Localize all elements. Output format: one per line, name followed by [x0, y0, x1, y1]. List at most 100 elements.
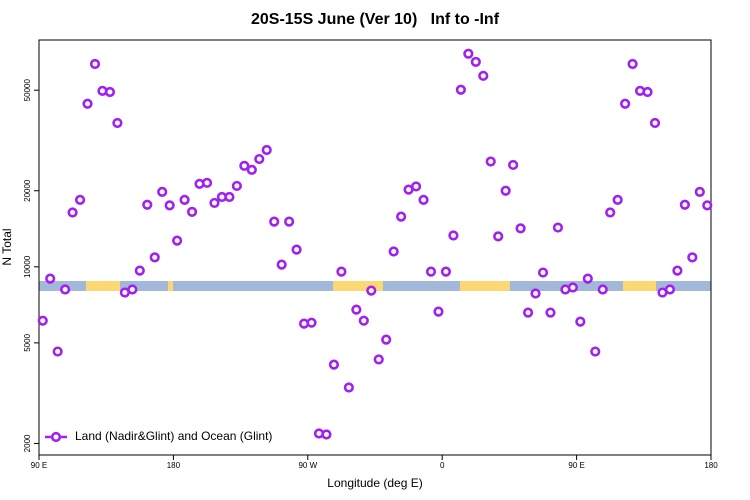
point — [590, 346, 601, 357]
point — [74, 194, 86, 206]
point — [82, 98, 93, 109]
y-tick-label: 5000 — [23, 333, 32, 351]
point — [470, 56, 481, 68]
point — [664, 284, 676, 295]
point — [433, 306, 444, 317]
point — [597, 284, 608, 295]
point — [142, 199, 153, 210]
point — [246, 164, 257, 175]
legend-item: Land (Nadir&Glint) and Ocean (Glint) — [45, 429, 272, 443]
point — [328, 359, 340, 370]
point — [567, 282, 578, 293]
point — [463, 48, 474, 59]
point — [134, 265, 145, 276]
point — [545, 307, 556, 318]
point — [52, 346, 63, 357]
x-tick-label: 90 W — [298, 461, 317, 470]
point — [478, 70, 489, 81]
point — [60, 284, 71, 295]
point — [620, 98, 631, 109]
point — [605, 207, 616, 218]
point — [425, 266, 437, 277]
point — [284, 216, 295, 227]
point — [687, 252, 698, 263]
y-tick-label: 2000 — [23, 434, 32, 452]
point — [89, 58, 101, 70]
point — [336, 266, 347, 277]
point — [291, 244, 302, 255]
land-patch — [168, 281, 173, 291]
land-patch — [623, 281, 656, 291]
point — [582, 273, 593, 284]
point — [254, 153, 265, 165]
point — [396, 211, 407, 222]
point — [575, 316, 586, 327]
point — [694, 186, 705, 197]
point — [381, 334, 392, 345]
plot-frame — [38, 39, 712, 456]
legend-label: Land (Nadir&Glint) and Ocean (Glint) — [75, 429, 272, 443]
point — [537, 267, 549, 278]
x-tick-label: 0 — [440, 461, 445, 470]
point — [358, 315, 369, 326]
point — [522, 307, 534, 318]
y-tick-label: 10000 — [23, 255, 32, 278]
point — [515, 223, 526, 234]
y-tick-label: 50000 — [23, 79, 32, 102]
point — [455, 84, 466, 95]
point — [366, 285, 377, 296]
point — [186, 206, 198, 217]
point — [172, 235, 183, 246]
point — [649, 117, 661, 129]
point — [149, 252, 160, 263]
point — [500, 185, 511, 196]
point — [179, 194, 190, 206]
point — [261, 144, 272, 156]
point — [37, 315, 48, 326]
point — [410, 181, 422, 192]
point — [201, 177, 213, 188]
point — [157, 186, 168, 197]
point — [164, 200, 175, 211]
point — [239, 160, 250, 171]
point — [306, 317, 317, 328]
chart-title: 20S-15S June (Ver 10) Inf to -Inf — [251, 11, 500, 28]
point — [343, 382, 354, 393]
land-patch — [460, 281, 510, 291]
point — [231, 180, 242, 192]
point — [112, 117, 123, 129]
point — [672, 265, 683, 276]
point — [702, 200, 713, 211]
point — [45, 273, 56, 284]
y-axis-label: N Total — [0, 228, 14, 265]
y-tick-label: 20000 — [23, 179, 32, 202]
point — [493, 231, 504, 242]
land-patch — [333, 281, 383, 291]
point — [209, 197, 220, 209]
point — [127, 284, 138, 295]
point — [373, 354, 384, 365]
point — [627, 58, 638, 70]
point — [418, 194, 429, 206]
point — [642, 86, 653, 98]
point — [530, 288, 541, 299]
point — [67, 207, 78, 218]
point — [351, 304, 362, 315]
point — [440, 266, 452, 277]
x-tick-label: 90 E — [31, 461, 47, 470]
point — [679, 199, 690, 210]
point — [321, 429, 332, 440]
point — [485, 156, 496, 167]
x-tick-label: 180 — [167, 461, 181, 470]
point — [448, 230, 459, 241]
point — [388, 246, 399, 257]
point — [269, 216, 280, 227]
x-axis-label: Longitude (deg E) — [327, 476, 422, 490]
land-patch — [86, 281, 120, 291]
x-tick-label: 180 — [704, 461, 718, 470]
point — [276, 259, 287, 270]
point — [104, 86, 116, 98]
point — [552, 222, 564, 233]
